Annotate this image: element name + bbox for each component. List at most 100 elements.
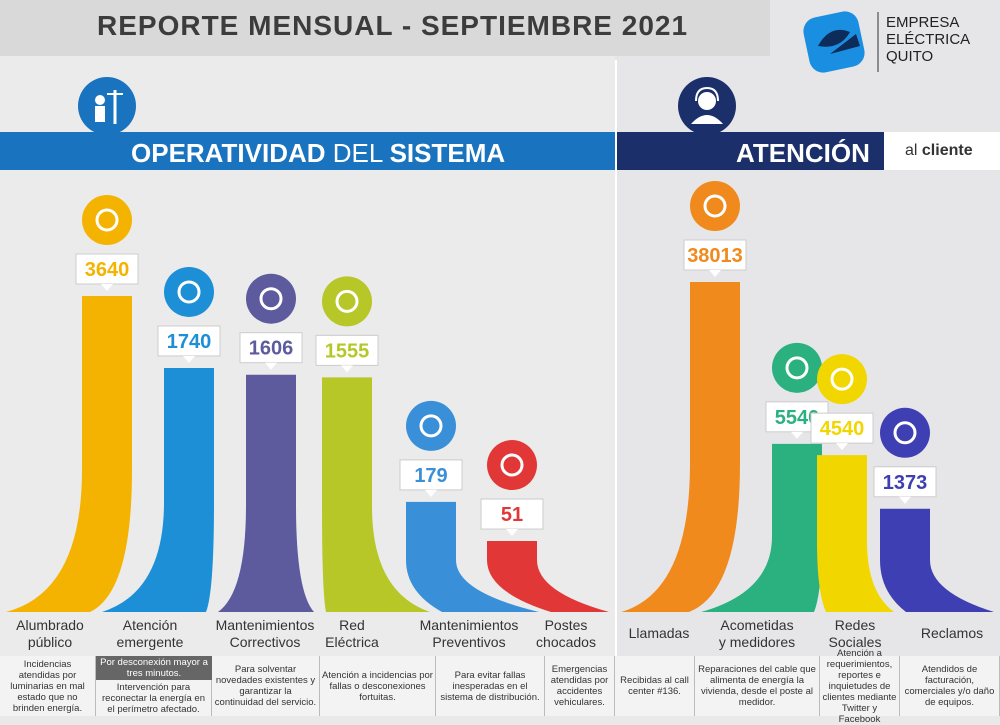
category-label-3: Red Eléctrica xyxy=(325,617,379,650)
social-phone-icon xyxy=(817,354,867,405)
page-title: REPORTE MENSUAL - SEPTIEMBRE 2021 xyxy=(97,10,689,41)
value-label-box-6 xyxy=(683,239,747,271)
footer-note-2: Para solventar novedades existentes y ga… xyxy=(212,656,320,716)
atencion-band xyxy=(617,132,884,170)
street-light-icon xyxy=(82,195,132,245)
value-label-8: 4540 xyxy=(820,418,865,440)
category-label-2: Mantenimientos Correctivos xyxy=(215,617,315,650)
value-label-6: 38013 xyxy=(687,245,743,267)
value-label-pointer-9 xyxy=(899,496,911,504)
value-label-box-4 xyxy=(399,459,463,491)
sub-part-a: al xyxy=(905,142,922,159)
value-label-pointer-7 xyxy=(791,431,803,439)
value-label-pointer-3 xyxy=(341,365,353,373)
car-crash-icon xyxy=(487,440,537,491)
title-part-a: OPERATIVIDAD xyxy=(131,138,326,168)
value-label-pointer-2 xyxy=(265,362,277,370)
logo-line-2: ELÉCTRICA xyxy=(886,31,971,48)
title-bar xyxy=(0,0,770,56)
category-label-1: Atención emergente xyxy=(116,617,184,650)
value-label-pointer-8 xyxy=(836,443,848,451)
bar-8 xyxy=(817,455,894,612)
bar-7 xyxy=(701,443,822,612)
value-label-4: 179 xyxy=(414,465,447,487)
complaint-icon xyxy=(880,407,930,458)
atencion-title: ATENCIÓN xyxy=(736,138,870,168)
value-label-5: 51 xyxy=(501,504,523,526)
cliente-subtitle: al cliente xyxy=(905,142,973,160)
plug-icon xyxy=(246,273,296,324)
operatividad-band xyxy=(0,132,615,170)
phone-icon xyxy=(690,181,740,231)
worker-icon-glyph xyxy=(177,280,201,304)
footer-note-8: Atención a requerimientos, reportes e in… xyxy=(820,648,900,725)
lineman-icon xyxy=(78,77,136,135)
title-part-c: SISTEMA xyxy=(389,138,506,168)
value-label-box-8 xyxy=(810,412,874,444)
value-label-box-5 xyxy=(480,498,544,530)
headset-agent-icon xyxy=(678,77,736,135)
bar-1 xyxy=(102,367,214,612)
car-crash-icon-glyph xyxy=(500,453,524,477)
lightning-icon xyxy=(322,276,372,327)
bar-2 xyxy=(218,374,314,612)
meter-icon xyxy=(772,342,822,393)
value-label-box-2 xyxy=(239,332,303,364)
logo-text: EMPRESA ELÉCTRICA QUITO xyxy=(886,14,970,65)
lightning-icon-glyph xyxy=(335,289,359,313)
value-label-box-0 xyxy=(75,253,139,285)
complaint-icon-glyph xyxy=(893,421,917,445)
footer-note-5: Emergencias atendidas por accidentes veh… xyxy=(545,656,615,716)
logo-line-1: EMPRESA xyxy=(886,14,960,31)
panel-divider xyxy=(615,60,617,656)
operatividad-title: OPERATIVIDAD DEL SISTEMA xyxy=(131,138,505,169)
value-label-2: 1606 xyxy=(249,338,294,360)
bar-4 xyxy=(406,501,539,612)
footer-note-9: Atendidos de facturación, comerciales y/… xyxy=(900,656,1000,716)
value-label-box-1 xyxy=(157,325,221,357)
cliente-band xyxy=(884,132,1000,170)
value-label-0: 3640 xyxy=(85,259,130,281)
footer-note-0: Incidencias atendidas por luminarias en … xyxy=(0,656,96,716)
bar-9 xyxy=(880,508,994,612)
company-logo xyxy=(803,11,879,73)
worker-icon xyxy=(164,266,214,317)
footer-note-4: Para evitar fallas inesperadas en el sis… xyxy=(436,656,545,716)
category-label-8: Redes Sociales xyxy=(828,617,882,650)
bar-3 xyxy=(322,377,430,612)
footer-note-6: Recibidas al call center #136. xyxy=(615,656,695,716)
value-label-pointer-6 xyxy=(709,270,721,277)
value-label-9: 1373 xyxy=(883,472,928,494)
footer-note-3: Atención a incidencias por fallas o desc… xyxy=(320,656,436,716)
footer-note-1: Intervención para reconectar la energía … xyxy=(96,680,212,716)
value-label-pointer-4 xyxy=(425,489,437,497)
category-label-4: Mantenimientos Preventivos xyxy=(419,617,519,650)
phone-icon-glyph xyxy=(703,194,727,218)
meter-icon-glyph xyxy=(785,356,809,380)
category-label-7: Acometidas y medidores xyxy=(718,617,796,650)
value-label-pointer-1 xyxy=(183,355,195,363)
logo-line-3: QUITO xyxy=(886,48,934,65)
social-phone-icon-glyph xyxy=(830,367,854,391)
gear-hands-icon xyxy=(406,400,456,451)
footer-note-7: Reparaciones del cable que alimenta de e… xyxy=(695,656,820,716)
category-label-6: Llamadas xyxy=(628,625,690,641)
street-light-icon-glyph xyxy=(95,208,119,232)
gear-hands-icon-glyph xyxy=(419,414,443,438)
value-label-7: 5540 xyxy=(775,407,820,429)
category-label-0: Alumbrado público xyxy=(16,617,84,650)
bar-0 xyxy=(6,296,132,612)
bar-6 xyxy=(621,282,740,612)
value-label-1: 1740 xyxy=(167,331,212,353)
category-label-9: Reclamos xyxy=(920,625,984,641)
plug-icon-glyph xyxy=(259,287,283,311)
sub-part-b: cliente xyxy=(921,142,973,159)
title-part-b: DEL xyxy=(325,138,390,168)
value-label-box-3 xyxy=(315,334,379,366)
category-label-5: Postes chocados xyxy=(536,617,596,650)
value-label-3: 1555 xyxy=(325,340,370,362)
value-label-box-9 xyxy=(873,466,937,498)
bar-5 xyxy=(487,541,609,612)
value-label-pointer-5 xyxy=(506,529,518,537)
